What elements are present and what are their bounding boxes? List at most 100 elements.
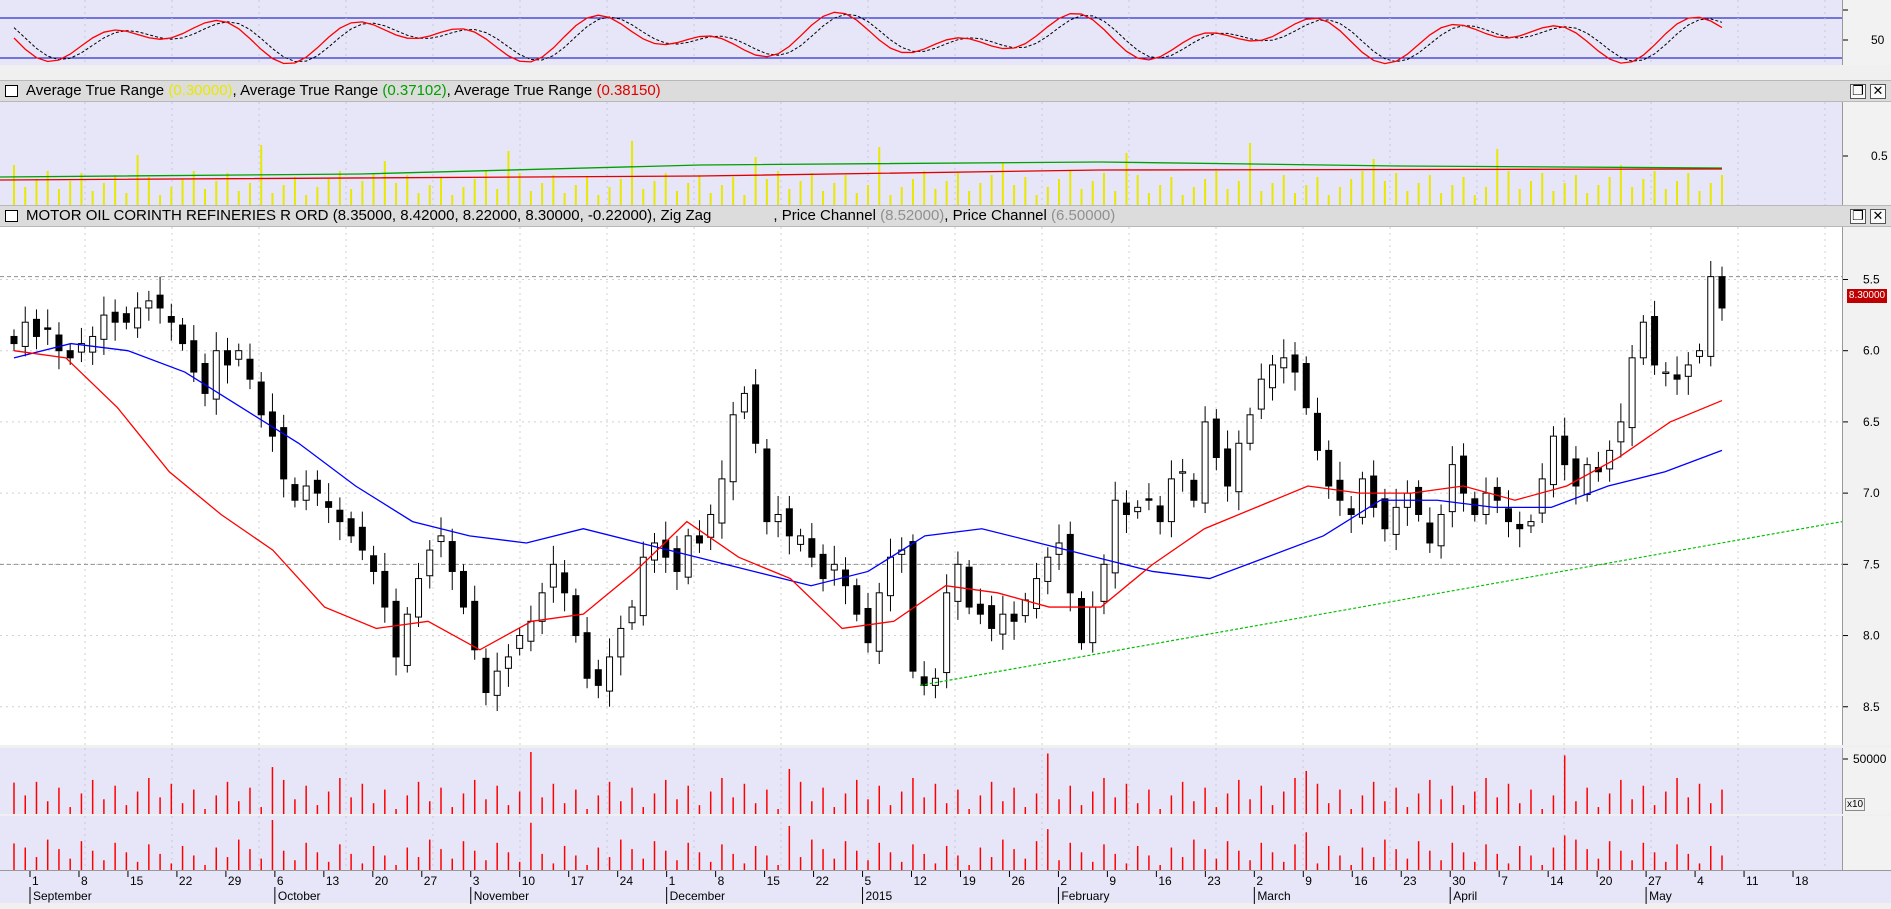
price-tick-label: 5.5 bbox=[1863, 272, 1880, 286]
x-day-label: 9 bbox=[1109, 874, 1116, 888]
candle-body bbox=[1021, 599, 1029, 617]
candle-body bbox=[549, 563, 557, 588]
atr3-label: Average True Range bbox=[454, 82, 593, 99]
candle-body bbox=[1392, 506, 1400, 535]
atr-slow-line bbox=[0, 168, 1723, 181]
candle-body bbox=[111, 311, 119, 323]
sma-fast-line bbox=[13, 350, 1723, 651]
restore-icon[interactable]: ❐ bbox=[1850, 209, 1866, 224]
candle-body bbox=[1134, 506, 1142, 513]
candle-body bbox=[763, 448, 771, 523]
price-tick-label: 8.5 bbox=[1863, 700, 1880, 714]
x-month-label: May bbox=[1649, 889, 1672, 903]
candle-body bbox=[291, 484, 299, 501]
zigzag-label: Zig Zag bbox=[660, 207, 712, 224]
price-legend: MOTOR OIL CORINTH REFINERIES R ORD (8.35… bbox=[26, 207, 1116, 224]
candle-body bbox=[145, 300, 153, 309]
x-day-label: 1 bbox=[669, 874, 676, 888]
candle-body bbox=[1471, 498, 1479, 515]
volume-plot bbox=[13, 748, 1826, 814]
price-tick-label: 8.0 bbox=[1863, 629, 1880, 643]
candle-body bbox=[1482, 492, 1490, 515]
atr-y-axis: 0.5 bbox=[1842, 102, 1891, 205]
candle-body bbox=[1291, 354, 1299, 373]
candle-body bbox=[617, 627, 625, 658]
x-day-label: 22 bbox=[816, 874, 830, 888]
stoch-tick-50: 50 bbox=[1871, 33, 1885, 47]
x-day-label: 23 bbox=[1207, 874, 1221, 888]
candle-body bbox=[1224, 448, 1232, 487]
x-day-label: 12 bbox=[914, 874, 928, 888]
x-month-label: September bbox=[33, 889, 92, 903]
candle-body bbox=[875, 592, 883, 652]
pane-toggle-icon[interactable] bbox=[5, 85, 18, 97]
candle-body bbox=[167, 316, 175, 323]
candle-body bbox=[1662, 371, 1670, 374]
candle-body bbox=[583, 632, 591, 679]
candle-body bbox=[1122, 502, 1130, 515]
candle-body bbox=[246, 358, 254, 380]
close-icon[interactable]: ✕ bbox=[1870, 84, 1886, 99]
candle-body bbox=[1684, 364, 1692, 377]
candle-body bbox=[830, 563, 838, 571]
candle-body bbox=[336, 509, 344, 523]
candle-body bbox=[21, 321, 29, 347]
atr-header: Average True Range (0.30000), Average Tr… bbox=[0, 80, 1891, 102]
x-day-label: 27 bbox=[424, 874, 438, 888]
candle-body bbox=[1201, 421, 1209, 504]
close-icon[interactable]: ✕ bbox=[1870, 209, 1886, 224]
candle-body bbox=[1033, 578, 1041, 609]
volume-y-axis: 50000 x10 bbox=[1842, 748, 1891, 814]
candle-body bbox=[1179, 471, 1187, 474]
candle-body bbox=[1651, 316, 1659, 366]
candle-body bbox=[1347, 508, 1355, 515]
candle-body bbox=[235, 350, 243, 360]
pane-toggle-icon[interactable] bbox=[5, 210, 18, 222]
candle-body bbox=[1190, 479, 1198, 501]
price-tick-label: 6.5 bbox=[1863, 415, 1880, 429]
candle-body bbox=[1269, 364, 1277, 389]
atr-mid-line bbox=[0, 161, 1723, 178]
candle-body bbox=[707, 513, 715, 538]
candle-body bbox=[954, 563, 962, 602]
candle-body bbox=[752, 384, 760, 444]
candle-body bbox=[415, 578, 423, 618]
candle-body bbox=[325, 501, 333, 508]
candle-body bbox=[504, 656, 512, 669]
candle-body bbox=[606, 656, 614, 692]
x-day-label: 19 bbox=[962, 874, 976, 888]
candle-body bbox=[1044, 556, 1052, 582]
volume-pane-2 bbox=[0, 816, 1842, 870]
candle-body bbox=[1493, 486, 1501, 501]
candle-body bbox=[426, 549, 434, 577]
x-month-label: December bbox=[670, 889, 725, 903]
candle-body bbox=[1370, 475, 1378, 508]
restore-icon[interactable]: ❐ bbox=[1850, 84, 1866, 99]
volume-multiplier: x10 bbox=[1845, 798, 1866, 811]
candle-body bbox=[1561, 435, 1569, 466]
candle-body bbox=[1246, 414, 1254, 444]
candle-body bbox=[392, 600, 400, 658]
candle-body bbox=[156, 294, 164, 309]
price-tick-label: 7.0 bbox=[1863, 486, 1880, 500]
candle-body bbox=[684, 535, 692, 578]
candle-body bbox=[1527, 521, 1535, 527]
x-day-label: 16 bbox=[1158, 874, 1172, 888]
candle-body bbox=[1156, 505, 1164, 523]
x-month-label: April bbox=[1453, 889, 1477, 903]
candle-body bbox=[1460, 455, 1468, 494]
x-day-label: 22 bbox=[179, 874, 193, 888]
candle-body bbox=[482, 657, 490, 694]
candle-body bbox=[212, 350, 220, 400]
candle-body bbox=[1280, 357, 1288, 369]
price-y-axis: 8.5 8.0 7.5 7.0 6.5 6.0 5.5 8.30000 bbox=[1842, 227, 1891, 745]
candle-body bbox=[673, 548, 681, 572]
candle-body bbox=[628, 606, 636, 624]
candle-body bbox=[1628, 357, 1636, 429]
volume-tick-50000: 50000 bbox=[1853, 752, 1887, 766]
price-channel-label: Price Channel bbox=[952, 207, 1047, 224]
candle-body bbox=[527, 620, 535, 642]
candle-body bbox=[931, 677, 939, 686]
candle-body bbox=[976, 603, 984, 615]
candle-body bbox=[122, 313, 130, 323]
